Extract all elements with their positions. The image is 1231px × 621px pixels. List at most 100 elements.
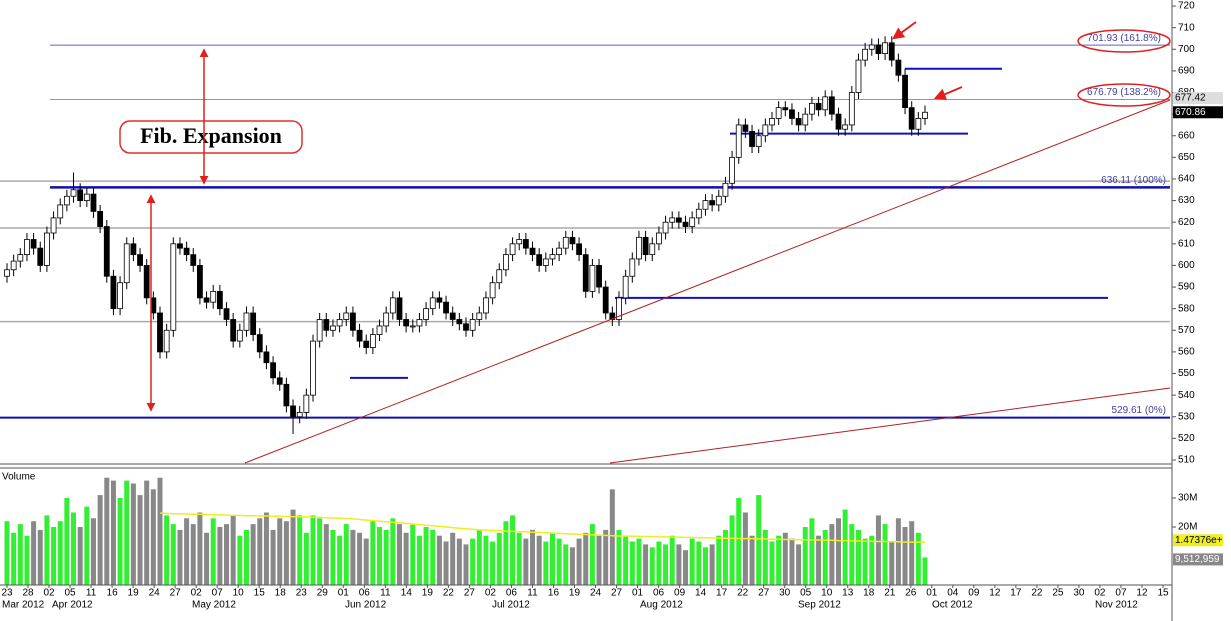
x-tick-label: 10 [233, 588, 245, 599]
volume-bar [17, 524, 23, 585]
volume-bar [396, 524, 402, 585]
x-tick-label: 09 [968, 588, 980, 599]
x-tick-label: 11 [86, 588, 97, 599]
volume-ma-line [159, 512, 926, 544]
candle-body [303, 394, 310, 413]
x-tick-label: 04 [947, 588, 959, 599]
x-tick-label: 24 [590, 588, 602, 599]
candle-body [855, 59, 862, 93]
volume-bar [663, 544, 669, 585]
highlight [1077, 83, 1171, 107]
volume-bar [77, 527, 83, 585]
month-label: May 2012 [192, 600, 236, 611]
volume-bar [729, 515, 735, 585]
volume-bar [909, 521, 915, 585]
candle-body [77, 189, 84, 201]
x-tick-label: 27 [611, 588, 623, 599]
month-label: Mar 2012 [2, 600, 45, 611]
x-tick-label: 02 [191, 588, 203, 599]
x-tick-label: 06 [653, 588, 665, 599]
candle-body [117, 282, 123, 310]
volume-bar [337, 535, 343, 585]
candle-body [37, 247, 44, 266]
month-label: Aug 2012 [640, 600, 683, 611]
volume-bar [742, 512, 748, 585]
volume-bar [210, 518, 216, 585]
volume-bar [237, 535, 243, 585]
x-tick-label: 15 [254, 588, 266, 599]
x-tick-label: 27 [464, 588, 476, 599]
month-label: Nov 2012 [1095, 600, 1138, 611]
x-tick-label: 30 [779, 588, 791, 599]
candle-body [895, 59, 902, 76]
volume-bar [390, 518, 396, 585]
volume-bar [124, 480, 130, 585]
volume-bar [836, 518, 842, 585]
candle-body [556, 247, 563, 256]
candle-body [330, 325, 336, 331]
x-tick-label: 16 [107, 588, 119, 599]
volume-bar [549, 532, 555, 585]
volume-bar [616, 529, 622, 585]
fib-label: 676.79 (138.2%) [1087, 87, 1161, 98]
volume-bar [709, 544, 715, 585]
volume-bar [150, 489, 156, 585]
volume-bar [556, 538, 562, 585]
volume-bar [776, 535, 782, 585]
y-tick-label: 610 [1178, 238, 1195, 249]
month-label: Sep 2012 [798, 600, 841, 611]
x-tick-label: 25 [1052, 588, 1064, 599]
volume-bar [623, 535, 629, 585]
x-tick-label: 14 [695, 588, 707, 599]
candle-body [10, 260, 17, 271]
volume-bar [769, 541, 775, 585]
trend-line [609, 387, 1171, 464]
volume-label: Volume [2, 472, 36, 483]
volume-bar [782, 532, 788, 585]
volume-bar [536, 535, 542, 585]
volume-bar [523, 538, 529, 585]
volume-bar [922, 557, 928, 585]
volume-bar [317, 518, 323, 585]
candle-body [157, 312, 163, 353]
x-tick-label: 29 [317, 588, 329, 599]
candle-body [170, 243, 177, 331]
candle-body [709, 200, 716, 206]
candle-body [722, 182, 729, 197]
x-tick-label: 16 [548, 588, 560, 599]
candle-body [283, 383, 290, 407]
candle-body [483, 297, 489, 314]
candle-body [795, 118, 802, 126]
volume-bar [450, 532, 456, 585]
volume-bar [64, 498, 70, 585]
candle-body [130, 243, 137, 256]
volume-bar [470, 538, 476, 585]
x-tick-label: 18 [275, 588, 287, 599]
candle-body [296, 412, 303, 418]
candle-body [256, 334, 263, 353]
candle-body [363, 340, 370, 348]
volume-bar [403, 532, 409, 585]
candle-body [602, 286, 609, 314]
x-tick-label: 11 [527, 588, 538, 599]
volume-bar [90, 518, 96, 585]
volume-bar [130, 483, 136, 585]
volume-bar [456, 538, 462, 585]
x-tick-label: 05 [800, 588, 812, 599]
x-tick-label: 12 [1136, 588, 1148, 599]
candle-body [569, 236, 576, 245]
volume-bar [649, 547, 655, 585]
candle-body [250, 312, 257, 336]
month-label: Apr 2012 [52, 600, 93, 611]
x-tick-label: 23 [296, 588, 308, 599]
volume-bar [656, 541, 662, 585]
last-price: 670.86 [1175, 107, 1206, 118]
candle-body [649, 243, 656, 256]
candle-body [389, 297, 396, 314]
candle-body [416, 319, 423, 327]
month-label: Jun 2012 [345, 600, 387, 611]
candle-body [762, 124, 769, 137]
volume-bar [436, 535, 442, 585]
volume-bar [510, 515, 516, 585]
x-tick-label: 27 [170, 588, 182, 599]
